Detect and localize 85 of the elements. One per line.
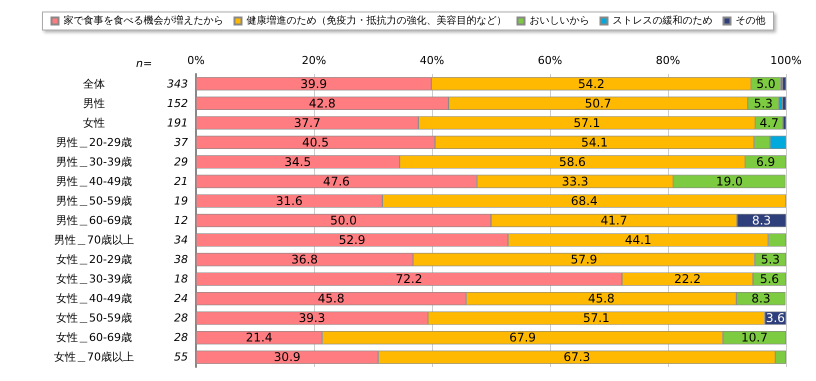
data-label: 6.9: [756, 154, 776, 169]
data-label: 50.7: [584, 96, 612, 110]
data-label: 5.3: [760, 252, 780, 267]
y-tick-label: 男性＿70歳以上: [54, 234, 134, 247]
data-label: 58.6: [559, 154, 586, 169]
text: 24: [174, 292, 188, 306]
y-tick-label: 男性＿60-69歳: [56, 214, 132, 227]
text: 343: [167, 77, 188, 90]
data-label: 45.8: [318, 292, 344, 306]
y-tick-label: 女性＿30-39歳: [56, 272, 132, 286]
data-label: 68.4: [570, 194, 598, 208]
data-label: 5.6: [760, 272, 780, 286]
data-label: 34.5: [284, 154, 312, 169]
data-label: 52.9: [338, 233, 366, 248]
data-label: 47.6: [323, 174, 350, 188]
text: 38: [174, 253, 188, 266]
text: 19: [174, 194, 188, 208]
data-label: 57.9: [570, 252, 598, 267]
data-label: 30.9: [274, 350, 301, 364]
data-label: 57.1: [582, 311, 610, 326]
x-tick-label: 40%: [420, 54, 444, 67]
data-label: 39.9: [300, 76, 328, 91]
text: 55: [174, 350, 188, 364]
data-label: 8.3: [751, 292, 770, 306]
legend-label: 家で食事を食べる機会が増えたから: [64, 14, 224, 26]
text: 37: [174, 136, 188, 149]
data-label: 3.6: [766, 311, 785, 326]
data-label: 37.7: [294, 116, 321, 130]
legend-label: ストレスの緩和のため: [612, 14, 712, 26]
text: 152: [167, 96, 188, 110]
data-label: 54.2: [578, 76, 605, 91]
x-tick-label: 0%: [187, 54, 205, 67]
y-tick-label: 女性＿60-69歳: [56, 331, 132, 344]
text: 21: [174, 174, 188, 188]
data-label: 44.1: [624, 233, 652, 248]
data-label: 5.0: [756, 76, 776, 91]
text: 28: [174, 312, 188, 325]
y-tick-label: 男性＿30-39歳: [56, 155, 132, 168]
text: 18: [174, 272, 188, 286]
data-label: 31.6: [276, 194, 303, 208]
text: 28: [174, 331, 188, 344]
data-label: 10.7: [741, 330, 768, 345]
x-tick-label: 100%: [770, 54, 802, 67]
data-label: 4.7: [760, 116, 779, 130]
bar: [782, 77, 786, 90]
data-label: 41.7: [600, 214, 628, 228]
data-label: 54.1: [581, 135, 608, 150]
legend-label: その他: [736, 14, 766, 26]
y-tick-label: 女性: [83, 116, 105, 130]
data-label: 50.0: [330, 214, 357, 228]
data-label: 21.4: [246, 330, 272, 345]
data-label: 5.3: [754, 96, 773, 110]
text: 34: [174, 234, 188, 247]
x-tick-label: 60%: [538, 54, 562, 67]
text: 29: [174, 155, 188, 168]
y-tick-label: 女性＿40-49歳: [56, 292, 132, 306]
legend-label: 健康増進のため（免疫力・抵抗力の強化、美容目的など）: [246, 14, 506, 26]
y-tick-label: 女性＿20-29歳: [56, 253, 132, 266]
y-tick-label: 男性＿40-49歳: [56, 174, 132, 188]
y-tick-label: 男性＿50-59歳: [56, 194, 132, 208]
data-label: 40.5: [302, 135, 329, 150]
data-label: 19.0: [716, 174, 743, 188]
data-label: 39.3: [298, 311, 326, 326]
data-label: 57.1: [574, 116, 600, 130]
data-label: 67.3: [563, 350, 590, 364]
data-label: 45.8: [588, 292, 615, 306]
legend-label: おいしいから: [530, 16, 590, 26]
data-label: 67.9: [509, 330, 536, 345]
data-label: 72.2: [396, 272, 422, 286]
data-label: 42.8: [308, 96, 336, 110]
data-label: 36.8: [291, 252, 318, 267]
text: 191: [167, 116, 188, 130]
x-tick-label: 80%: [656, 54, 680, 67]
y-tick-label: 男性: [83, 96, 105, 110]
text: 12: [174, 214, 188, 227]
data-label: 22.2: [674, 272, 701, 286]
y-tick-label: 男性＿20-29歳: [56, 136, 132, 149]
text: n=: [136, 57, 152, 70]
data-label: 8.3: [752, 214, 772, 228]
bar: [782, 96, 786, 110]
y-tick-label: 女性＿50-59歳: [56, 312, 132, 325]
x-tick-label: 20%: [302, 54, 326, 67]
data-label: 33.3: [562, 174, 588, 188]
y-tick-label: 女性＿70歳以上: [54, 350, 134, 364]
y-tick-label: 全体: [83, 77, 105, 90]
